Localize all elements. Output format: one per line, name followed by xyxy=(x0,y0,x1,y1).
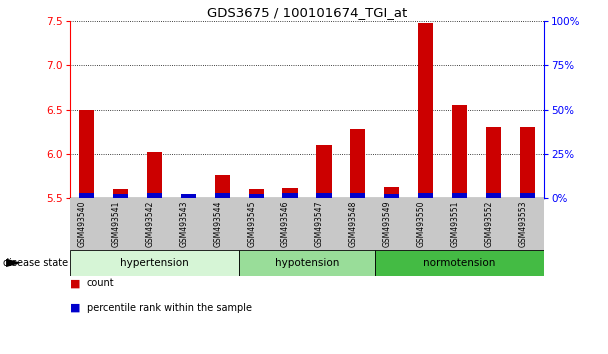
Bar xyxy=(452,193,467,198)
Text: GSM493552: GSM493552 xyxy=(485,201,493,247)
Text: ■: ■ xyxy=(70,278,80,288)
Bar xyxy=(350,193,365,198)
Bar xyxy=(384,187,399,198)
Bar xyxy=(240,250,375,276)
Text: GSM493548: GSM493548 xyxy=(349,201,358,247)
Bar xyxy=(147,193,162,198)
Bar xyxy=(79,110,94,198)
Text: disease state: disease state xyxy=(3,258,68,268)
Text: percentile rank within the sample: percentile rank within the sample xyxy=(87,303,252,313)
Bar xyxy=(147,152,162,198)
Text: GSM493543: GSM493543 xyxy=(179,201,188,247)
Bar xyxy=(70,250,240,276)
Bar xyxy=(375,250,544,276)
Bar xyxy=(249,194,264,198)
Bar xyxy=(384,194,399,198)
Text: GSM493550: GSM493550 xyxy=(416,201,426,247)
Text: normotension: normotension xyxy=(423,258,496,268)
Text: GSM493551: GSM493551 xyxy=(451,201,460,247)
Bar xyxy=(249,189,264,198)
Bar xyxy=(215,193,230,198)
Bar xyxy=(350,129,365,198)
Text: GSM493541: GSM493541 xyxy=(112,201,121,247)
Text: count: count xyxy=(87,278,114,288)
Bar xyxy=(283,188,298,198)
Text: GSM493553: GSM493553 xyxy=(518,201,527,247)
Bar xyxy=(181,194,196,198)
Title: GDS3675 / 100101674_TGI_at: GDS3675 / 100101674_TGI_at xyxy=(207,6,407,19)
Text: GSM493540: GSM493540 xyxy=(78,201,87,247)
Text: hypertension: hypertension xyxy=(120,258,189,268)
Text: GSM493545: GSM493545 xyxy=(247,201,256,247)
Bar xyxy=(418,193,434,198)
Bar xyxy=(520,127,535,198)
Bar xyxy=(316,193,331,198)
Bar xyxy=(113,194,128,198)
Text: ■: ■ xyxy=(70,303,80,313)
Bar xyxy=(486,127,501,198)
Bar xyxy=(486,193,501,198)
Bar xyxy=(316,145,331,198)
Text: GSM493549: GSM493549 xyxy=(382,201,392,247)
Text: GSM493544: GSM493544 xyxy=(213,201,223,247)
Bar xyxy=(79,193,94,198)
Bar xyxy=(452,105,467,198)
Bar xyxy=(283,193,298,198)
Text: hypotension: hypotension xyxy=(275,258,339,268)
Polygon shape xyxy=(6,258,21,267)
Text: GSM493547: GSM493547 xyxy=(315,201,324,247)
Text: GSM493546: GSM493546 xyxy=(281,201,290,247)
Bar xyxy=(113,189,128,198)
Bar xyxy=(215,175,230,198)
Bar xyxy=(418,23,434,198)
Text: GSM493542: GSM493542 xyxy=(145,201,154,247)
Bar xyxy=(520,193,535,198)
